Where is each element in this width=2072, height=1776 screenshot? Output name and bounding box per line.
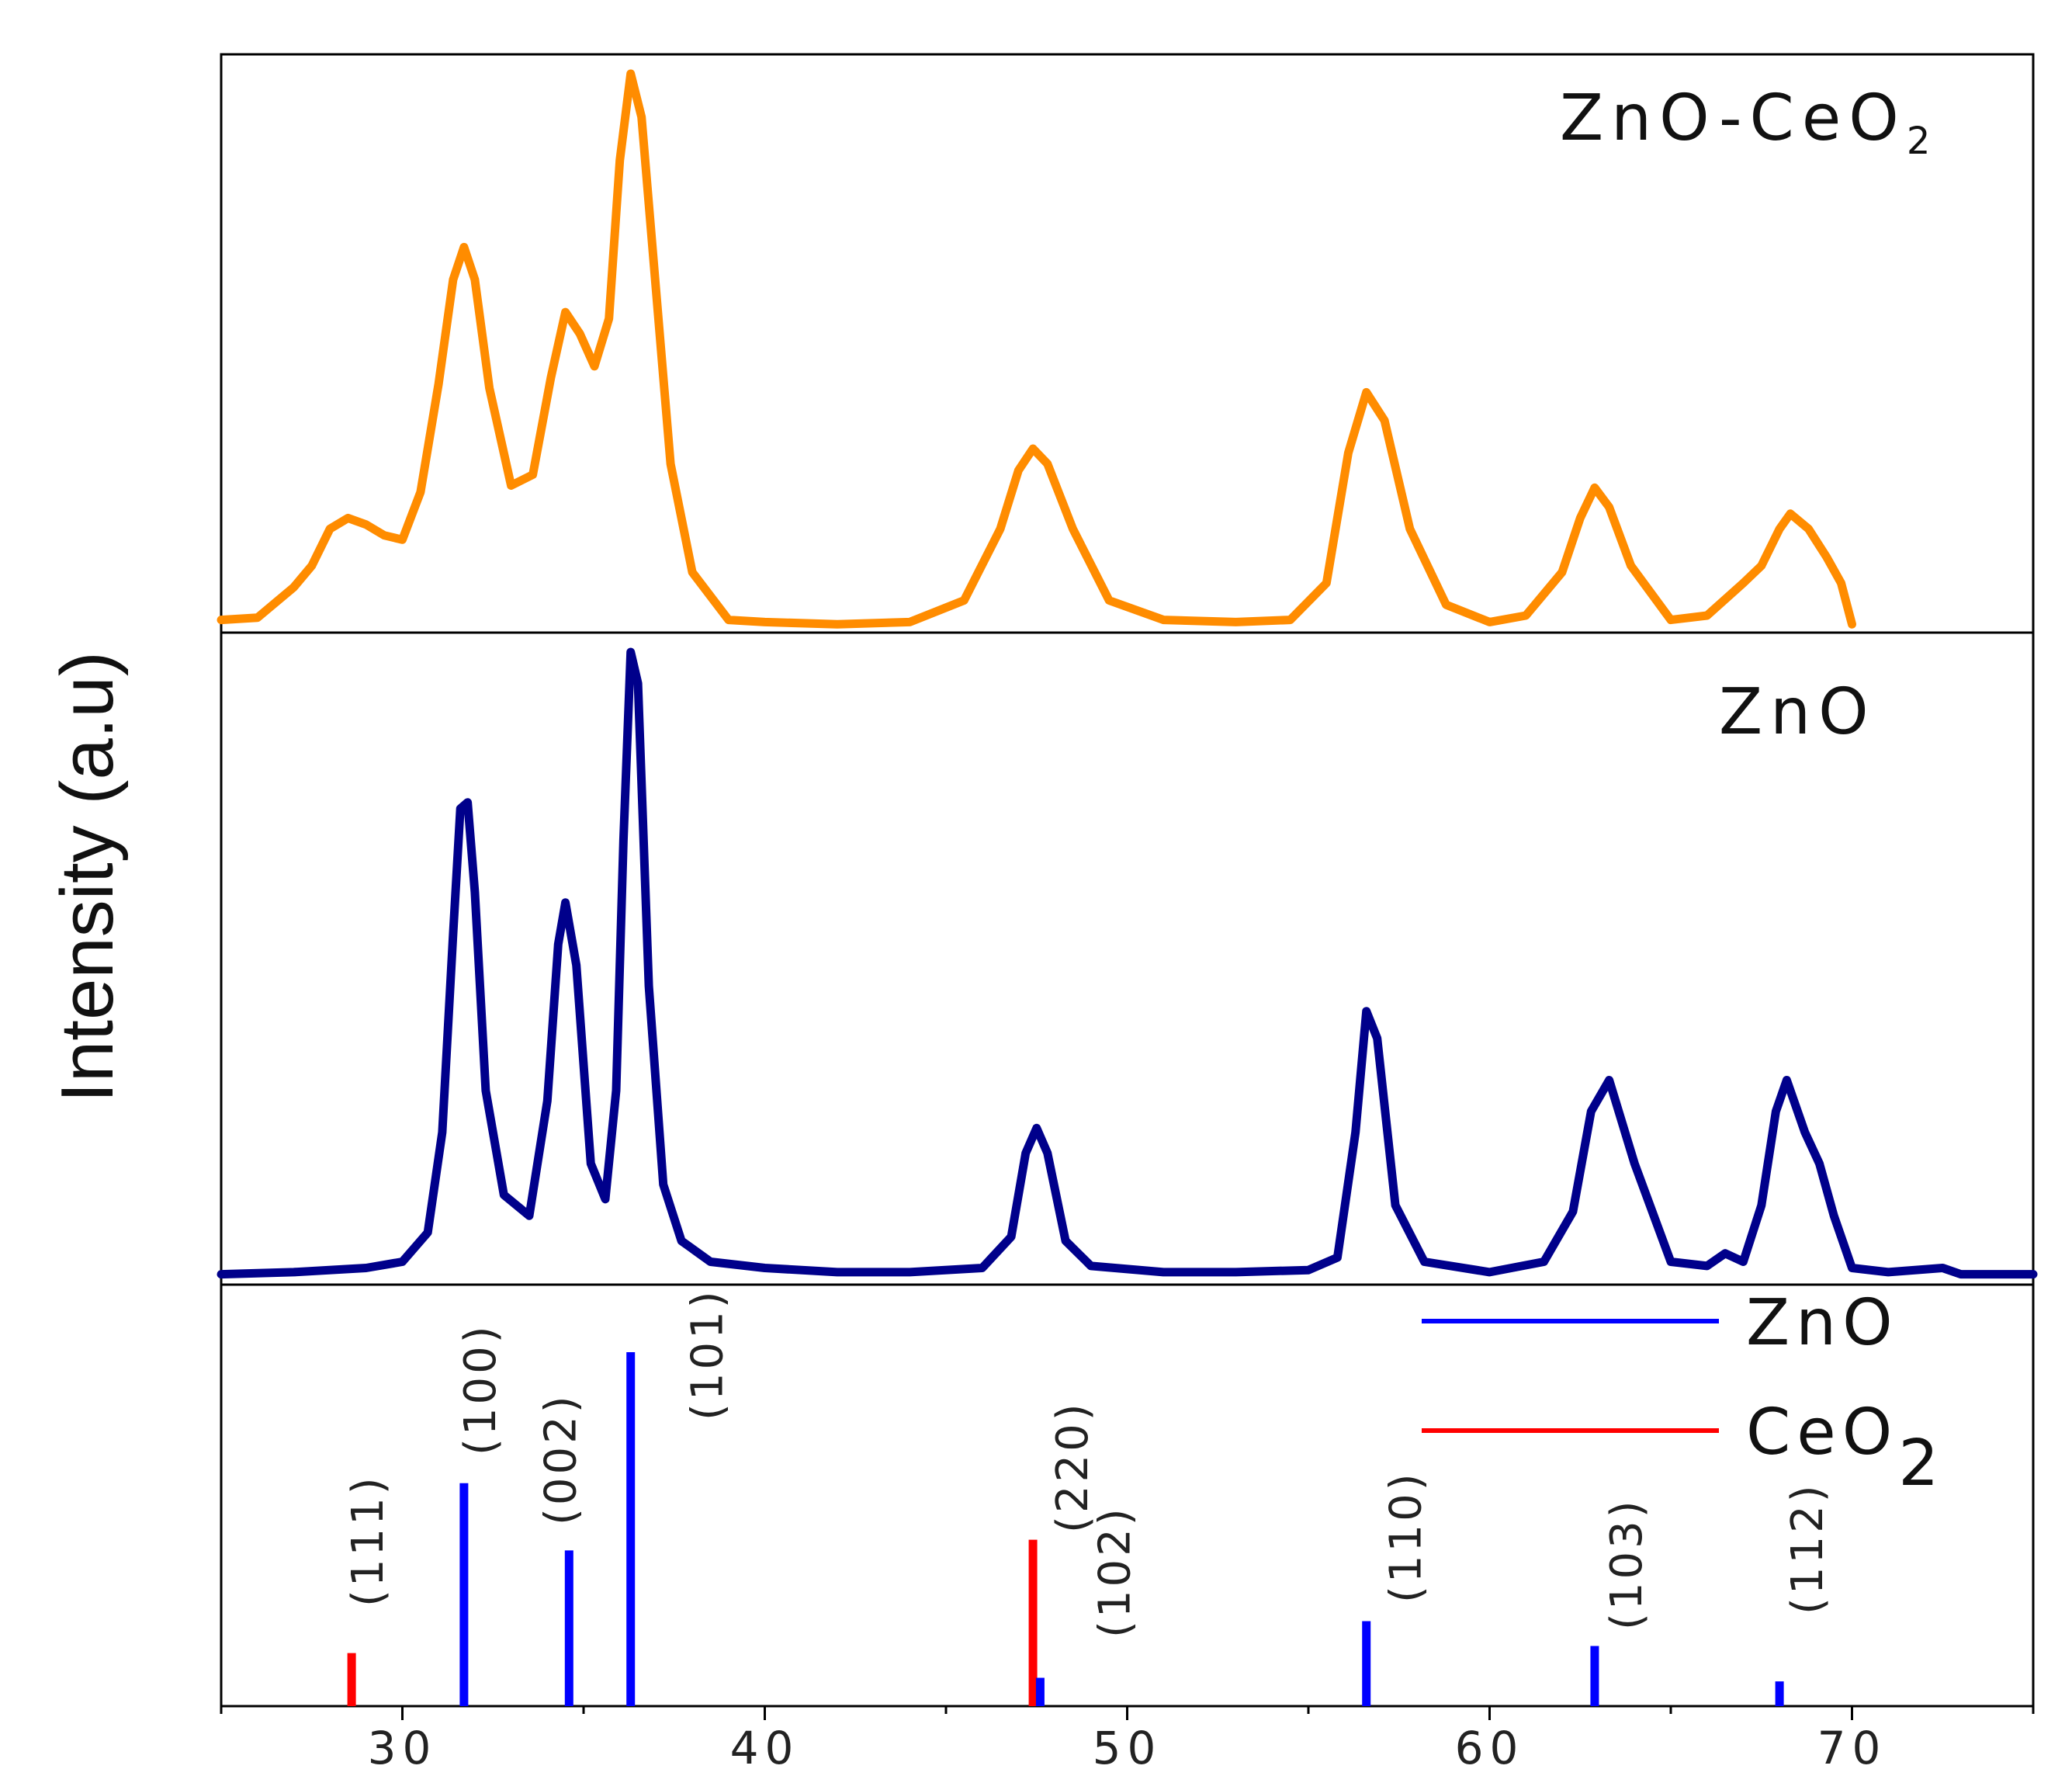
x-tick-label-2: 50 [1093,1722,1162,1774]
panel-label-subscript-0: 2 [1907,120,1939,163]
legend-label-subscript-1: 2 [1898,1427,1945,1500]
hkl-label-3: (101) [683,1288,733,1420]
hkl-label-6: (110) [1381,1470,1432,1603]
hkl-label-5: (102) [1090,1505,1140,1638]
panel-label-text-0: ZnO-CeO [1560,82,1907,155]
legend-label-text-1: CeO [1746,1396,1898,1469]
panel-label-0: ZnO-CeO2 [1560,82,1938,163]
legend-label-0: ZnO [1746,1286,1899,1360]
hkl-label-0: (111) [343,1474,393,1607]
hkl-label-8: (112) [1783,1482,1833,1615]
y-axis-label: Intensity (a.u) [46,651,129,1103]
series-line-1 [217,647,2038,1279]
hkl-label-7: (103) [1602,1497,1652,1630]
x-axis: 30 40 50 60 70 [220,1706,2035,1774]
legend-label-1: CeO2 [1746,1396,1945,1500]
hkl-label-4: (220) [1048,1400,1098,1533]
legend-label-text-0: ZnO [1746,1286,1899,1360]
panel-label-text-1: ZnO [1719,675,1876,749]
x-tick-label-3: 60 [1455,1722,1525,1774]
x-tick-label-0: 30 [368,1722,438,1774]
series-line-0 [217,69,1856,629]
hkl-label-1: (100) [456,1323,506,1455]
panel-label-1: ZnO [1719,675,1876,749]
x-tick-label-4: 70 [1817,1722,1887,1774]
hkl-label-2: (002) [535,1393,586,1525]
x-tick-label-1: 40 [730,1722,800,1774]
chart-panels: ZnO-CeO2ZnO(111)(100)(002)(101)(220)(102… [217,53,2038,1708]
